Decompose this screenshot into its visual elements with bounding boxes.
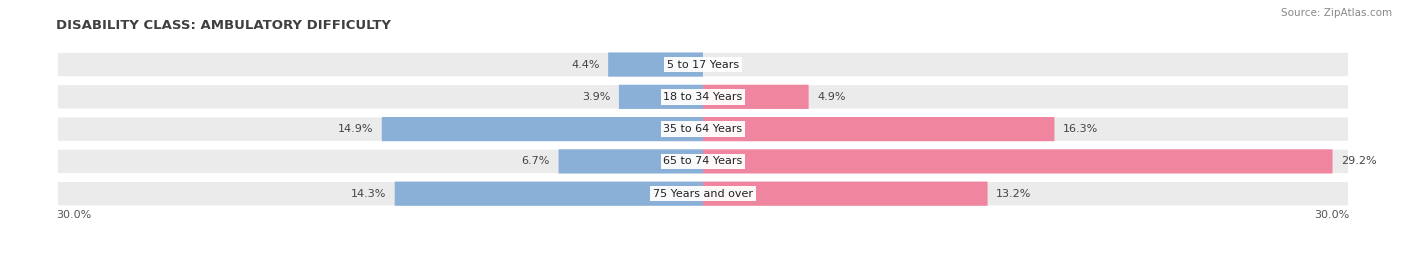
Text: 4.9%: 4.9% [817, 92, 846, 102]
FancyBboxPatch shape [56, 83, 1350, 110]
Text: 16.3%: 16.3% [1063, 124, 1098, 134]
FancyBboxPatch shape [619, 85, 703, 109]
FancyBboxPatch shape [703, 149, 1333, 174]
Text: 65 to 74 Years: 65 to 74 Years [664, 156, 742, 167]
FancyBboxPatch shape [703, 85, 808, 109]
FancyBboxPatch shape [56, 51, 1350, 78]
Text: Source: ZipAtlas.com: Source: ZipAtlas.com [1281, 8, 1392, 18]
Text: 0.0%: 0.0% [711, 59, 740, 70]
FancyBboxPatch shape [395, 182, 703, 206]
Text: 6.7%: 6.7% [522, 156, 550, 167]
FancyBboxPatch shape [56, 180, 1350, 207]
Text: 30.0%: 30.0% [1315, 210, 1350, 220]
Text: 13.2%: 13.2% [997, 189, 1032, 199]
Text: 5 to 17 Years: 5 to 17 Years [666, 59, 740, 70]
FancyBboxPatch shape [56, 116, 1350, 143]
Text: 35 to 64 Years: 35 to 64 Years [664, 124, 742, 134]
FancyBboxPatch shape [558, 149, 703, 174]
FancyBboxPatch shape [609, 52, 703, 77]
FancyBboxPatch shape [56, 148, 1350, 175]
FancyBboxPatch shape [703, 117, 1054, 141]
Text: DISABILITY CLASS: AMBULATORY DIFFICULTY: DISABILITY CLASS: AMBULATORY DIFFICULTY [56, 19, 391, 32]
Text: 75 Years and over: 75 Years and over [652, 189, 754, 199]
Text: 14.3%: 14.3% [350, 189, 387, 199]
Text: 14.9%: 14.9% [337, 124, 373, 134]
Text: 3.9%: 3.9% [582, 92, 610, 102]
FancyBboxPatch shape [703, 182, 987, 206]
Text: 30.0%: 30.0% [56, 210, 91, 220]
Text: 29.2%: 29.2% [1341, 156, 1376, 167]
Text: 4.4%: 4.4% [571, 59, 599, 70]
FancyBboxPatch shape [382, 117, 703, 141]
Text: 18 to 34 Years: 18 to 34 Years [664, 92, 742, 102]
